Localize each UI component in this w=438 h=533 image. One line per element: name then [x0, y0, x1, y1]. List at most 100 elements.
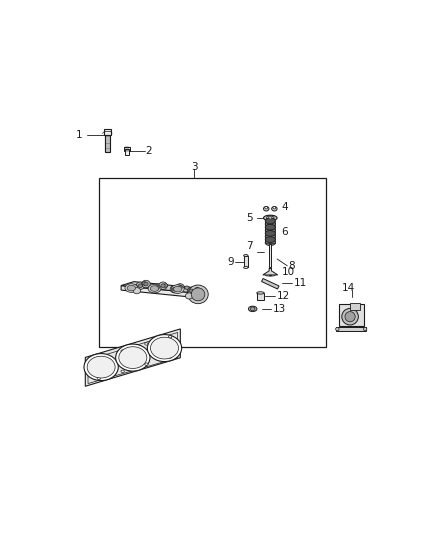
- Polygon shape: [261, 279, 279, 289]
- Ellipse shape: [97, 357, 101, 359]
- Ellipse shape: [264, 206, 269, 211]
- Ellipse shape: [138, 284, 142, 288]
- Text: 9: 9: [227, 256, 234, 266]
- Ellipse shape: [345, 312, 355, 322]
- Ellipse shape: [248, 306, 257, 312]
- Text: 3: 3: [191, 161, 198, 172]
- Ellipse shape: [189, 289, 194, 293]
- Bar: [244, 256, 248, 268]
- Ellipse shape: [144, 282, 148, 286]
- Text: 8: 8: [288, 262, 295, 271]
- Ellipse shape: [193, 285, 201, 293]
- Ellipse shape: [116, 344, 150, 371]
- Bar: [265, 221, 276, 243]
- Text: 15: 15: [161, 353, 174, 362]
- Polygon shape: [263, 269, 278, 275]
- Ellipse shape: [121, 370, 124, 373]
- Bar: [269, 269, 272, 275]
- Ellipse shape: [173, 286, 182, 292]
- Ellipse shape: [267, 216, 274, 220]
- Ellipse shape: [257, 292, 264, 294]
- Ellipse shape: [244, 266, 248, 269]
- Polygon shape: [336, 327, 366, 331]
- Ellipse shape: [84, 353, 118, 381]
- Ellipse shape: [121, 350, 124, 352]
- Text: 4: 4: [282, 202, 288, 212]
- Text: 11: 11: [293, 278, 307, 288]
- Polygon shape: [85, 329, 180, 386]
- Ellipse shape: [147, 335, 182, 361]
- Ellipse shape: [153, 284, 162, 291]
- Polygon shape: [121, 281, 205, 293]
- Ellipse shape: [155, 286, 159, 289]
- Ellipse shape: [250, 307, 255, 311]
- Ellipse shape: [265, 224, 276, 230]
- Bar: [104, 130, 111, 135]
- Bar: [105, 135, 110, 152]
- Ellipse shape: [172, 287, 177, 291]
- Ellipse shape: [244, 255, 248, 256]
- Bar: [124, 147, 130, 151]
- Ellipse shape: [145, 343, 148, 345]
- Ellipse shape: [178, 286, 182, 289]
- Ellipse shape: [161, 284, 165, 288]
- Ellipse shape: [142, 280, 150, 288]
- Ellipse shape: [264, 215, 277, 221]
- Text: 6: 6: [282, 227, 288, 237]
- Ellipse shape: [265, 206, 268, 209]
- Ellipse shape: [265, 240, 276, 246]
- Ellipse shape: [342, 309, 358, 325]
- Ellipse shape: [273, 206, 276, 209]
- Text: 1: 1: [76, 130, 83, 140]
- Bar: [350, 303, 360, 310]
- Ellipse shape: [272, 206, 277, 211]
- Ellipse shape: [150, 286, 159, 292]
- Ellipse shape: [265, 228, 276, 233]
- Ellipse shape: [127, 285, 136, 291]
- Text: 12: 12: [276, 292, 290, 301]
- Text: 2: 2: [146, 147, 152, 156]
- Bar: [99, 177, 326, 347]
- Ellipse shape: [145, 363, 148, 365]
- Ellipse shape: [136, 282, 145, 289]
- Ellipse shape: [171, 285, 184, 293]
- Ellipse shape: [159, 282, 167, 289]
- Ellipse shape: [187, 287, 196, 295]
- Ellipse shape: [265, 237, 276, 243]
- Ellipse shape: [336, 327, 339, 331]
- Text: 13: 13: [272, 304, 286, 314]
- Ellipse shape: [191, 288, 205, 301]
- Text: 14: 14: [342, 283, 355, 293]
- Ellipse shape: [176, 284, 184, 291]
- Ellipse shape: [133, 285, 137, 288]
- Ellipse shape: [133, 288, 141, 294]
- Ellipse shape: [97, 377, 101, 379]
- Text: 10: 10: [282, 267, 295, 277]
- Ellipse shape: [169, 336, 172, 338]
- Ellipse shape: [265, 233, 276, 239]
- Ellipse shape: [265, 221, 276, 227]
- Ellipse shape: [195, 287, 199, 291]
- Ellipse shape: [185, 286, 189, 289]
- Ellipse shape: [169, 356, 172, 358]
- Ellipse shape: [364, 327, 367, 331]
- Bar: [125, 149, 129, 155]
- Bar: [257, 293, 264, 300]
- Ellipse shape: [265, 218, 276, 224]
- Polygon shape: [121, 286, 192, 297]
- Ellipse shape: [188, 285, 208, 304]
- Ellipse shape: [142, 282, 146, 285]
- Ellipse shape: [265, 230, 276, 236]
- Bar: [269, 244, 272, 268]
- Text: 7: 7: [246, 241, 253, 251]
- Text: 5: 5: [246, 213, 253, 223]
- Ellipse shape: [148, 284, 161, 293]
- Ellipse shape: [154, 287, 159, 290]
- Ellipse shape: [151, 337, 179, 359]
- Bar: [339, 304, 364, 326]
- Polygon shape: [192, 289, 205, 297]
- Ellipse shape: [125, 284, 138, 293]
- Ellipse shape: [268, 217, 272, 219]
- Ellipse shape: [119, 346, 147, 368]
- Ellipse shape: [87, 356, 115, 378]
